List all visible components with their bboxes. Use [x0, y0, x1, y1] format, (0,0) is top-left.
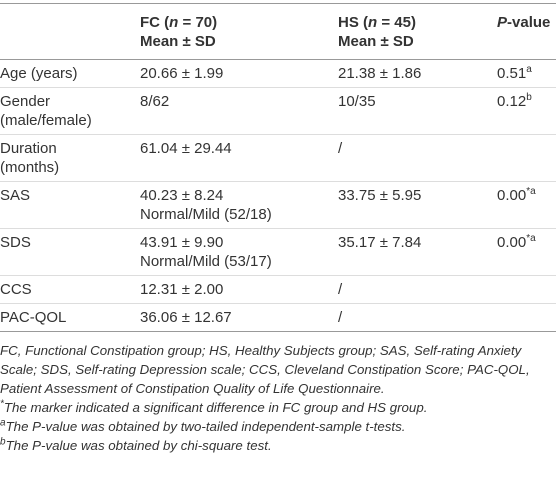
p-value: 0.00 [497, 187, 527, 204]
label-text: Gender (male/female) [0, 93, 92, 129]
p-cell [497, 275, 556, 304]
footnote: bThe P-value was obtained by chi-square … [0, 436, 556, 455]
fc-value: 40.23 ± 8.24 [140, 187, 224, 204]
hs-cell: 35.17 ± 7.84 [338, 228, 497, 276]
hs-value: 35.17 ± 7.84 [338, 234, 422, 251]
p-cell: 0.51a [497, 60, 556, 88]
header-text: = 70) [178, 14, 218, 31]
p-value: 0.00 [497, 234, 527, 251]
table-row: Duration (months) 61.04 ± 29.44 / [0, 134, 556, 182]
label-text: Age (years) [0, 65, 78, 82]
table-row: SDS 43.91 ± 9.90 Normal/Mild (53/17) 35.17 … [0, 228, 556, 276]
p-cell: 0.00*a [497, 181, 556, 229]
row-label: Gender (male/female) [0, 87, 140, 135]
footnote-text: The P-value was obtained by two-tailed i… [5, 419, 406, 434]
p-cell: 0.12b [497, 87, 556, 135]
hs-cell: 21.38 ± 1.86 [338, 60, 497, 88]
p-superscript: *a [526, 186, 536, 197]
label-text: SAS [0, 187, 31, 204]
fc-value: Normal/Mild (52/18) [140, 206, 272, 223]
fc-cell: 8/62 [140, 87, 338, 135]
table-row: Age (years) 20.66 ± 1.99 21.38 ± 1.86 0.51a [0, 60, 556, 88]
fc-cell: 20.66 ± 1.99 [140, 60, 338, 88]
footnote-mark: * [0, 398, 4, 410]
hs-value: / [338, 281, 343, 298]
label-text: CCS [0, 281, 32, 298]
footnote-mark: a [0, 417, 6, 429]
footnote: *The marker indicated a significant diff… [0, 398, 556, 417]
p-superscript: a [526, 64, 532, 75]
header-italic: n [368, 14, 378, 31]
header-text: -value [507, 14, 551, 31]
hs-cell: 10/35 [338, 87, 497, 135]
footnote-mark: b [0, 436, 6, 448]
row-label: Duration (months) [0, 134, 140, 182]
footnotes: FC, Functional Constipation group; HS, H… [0, 341, 556, 455]
table-row: SAS 40.23 ± 8.24 Normal/Mild (52/18) 33.75 … [0, 181, 556, 229]
hs-value: 33.75 ± 5.95 [338, 187, 422, 204]
footnote-text: The marker indicated a significant diffe… [3, 400, 428, 415]
hs-value: / [338, 140, 343, 157]
fc-value: 12.31 ± 2.00 [140, 281, 224, 298]
fc-value: Normal/Mild (53/17) [140, 253, 272, 270]
fc-value: 61.04 ± 29.44 [140, 140, 232, 157]
row-label: Age (years) [0, 60, 140, 88]
header-cell [0, 3, 140, 60]
label-text: SDS [0, 234, 31, 251]
footnote-text: FC, Functional Constipation group; HS, H… [0, 343, 530, 396]
hs-cell: / [338, 275, 497, 304]
footnote: aThe P-value was obtained by two-tailed … [0, 417, 556, 436]
header-cell: FC (n = 70) Mean ± SD [140, 3, 338, 60]
data-table: FC (n = 70) Mean ± SD HS (n = 45) Mean ± SD… [0, 3, 556, 332]
p-superscript: b [526, 92, 532, 103]
page: FC (n = 70) Mean ± SD HS (n = 45) Mean ± SD… [0, 3, 556, 484]
fc-value: 36.06 ± 12.67 [140, 309, 232, 326]
header-italic: P [497, 14, 508, 31]
label-text: Duration (months) [0, 140, 60, 176]
header-text: Mean ± SD [338, 33, 414, 50]
label-text: PAC-QOL [0, 309, 67, 326]
fc-value: 8/62 [140, 93, 170, 110]
header-text: = 45) [377, 14, 416, 31]
hs-cell: 33.75 ± 5.95 [338, 181, 497, 229]
header-cell: P-value [497, 3, 556, 60]
table-row: Gender (male/female) 8/62 10/35 0.12b [0, 87, 556, 135]
hs-cell: / [338, 134, 497, 182]
fc-cell: 36.06 ± 12.67 [140, 303, 338, 332]
table-row: CCS 12.31 ± 2.00 / [0, 275, 556, 304]
p-cell [497, 134, 556, 182]
header-italic: n [169, 14, 179, 31]
fc-cell: 40.23 ± 8.24 Normal/Mild (52/18) [140, 181, 338, 229]
footnote-text: The P-value was obtained by chi-square t… [5, 438, 272, 453]
footnote: FC, Functional Constipation group; HS, H… [0, 341, 556, 398]
hs-value: / [338, 309, 343, 326]
hs-cell: / [338, 303, 497, 332]
p-cell [497, 303, 556, 332]
p-value: 0.12 [497, 93, 527, 110]
row-label: PAC-QOL [0, 303, 140, 332]
fc-value: 43.91 ± 9.90 [140, 234, 224, 251]
p-value: 0.51 [497, 65, 527, 82]
fc-cell: 43.91 ± 9.90 Normal/Mild (53/17) [140, 228, 338, 276]
row-label: CCS [0, 275, 140, 304]
row-label: SAS [0, 181, 140, 229]
p-superscript: *a [526, 233, 536, 244]
table-row: PAC-QOL 36.06 ± 12.67 / [0, 303, 556, 332]
hs-value: 21.38 ± 1.86 [338, 65, 422, 82]
header-text: HS ( [338, 14, 368, 31]
header-text: Mean ± SD [140, 33, 216, 50]
fc-cell: 61.04 ± 29.44 [140, 134, 338, 182]
header-row: FC (n = 70) Mean ± SD HS (n = 45) Mean ± SD… [0, 3, 556, 60]
row-label: SDS [0, 228, 140, 276]
header-text: FC ( [140, 14, 170, 31]
fc-cell: 12.31 ± 2.00 [140, 275, 338, 304]
hs-value: 10/35 [338, 93, 376, 110]
fc-value: 20.66 ± 1.99 [140, 65, 224, 82]
header-cell: HS (n = 45) Mean ± SD [338, 3, 497, 60]
p-cell: 0.00*a [497, 228, 556, 276]
